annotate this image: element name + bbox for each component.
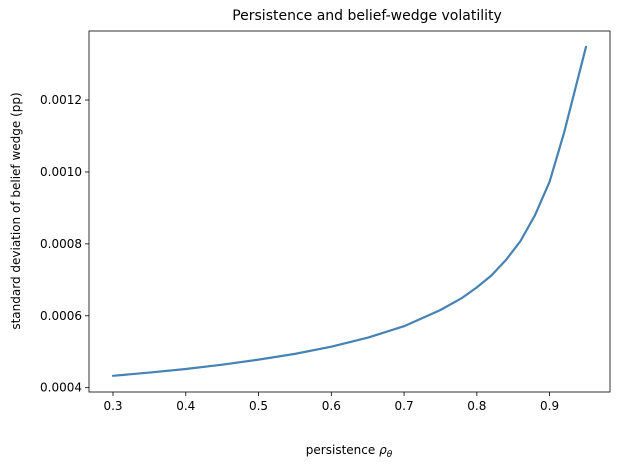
x-axis-label: persistence ρθ	[306, 443, 393, 460]
x-axis: 0.3 0.4 0.5 0.6 0.7 0.8 0.9	[103, 392, 559, 413]
y-tick-label: 0.0010	[40, 165, 82, 179]
y-tick-label: 0.0008	[40, 237, 82, 251]
x-tick-label: 0.8	[467, 399, 486, 413]
x-tick-label: 0.5	[249, 399, 268, 413]
y-tick-label: 0.0004	[40, 381, 82, 395]
plot-frame	[88, 30, 611, 393]
x-tick-label: 0.9	[540, 399, 559, 413]
x-tick-label: 0.4	[176, 399, 195, 413]
chart-title: Persistence and belief-wedge volatility	[232, 8, 502, 24]
x-axis-label-subscript: θ	[387, 450, 393, 460]
y-axis: 0.0004 0.0006 0.0008 0.0010 0.0012	[40, 93, 89, 395]
x-axis-label-symbol: ρ	[379, 443, 387, 457]
x-tick-label: 0.7	[395, 399, 414, 413]
x-axis-label-text: persistence	[306, 443, 379, 457]
y-axis-label: standard deviation of belief wedge (pp)	[9, 92, 23, 329]
y-tick-label: 0.0012	[40, 93, 82, 107]
series-line	[111, 45, 588, 377]
x-tick-label: 0.6	[322, 399, 341, 413]
y-tick-label: 0.0006	[40, 309, 82, 323]
x-tick-label: 0.3	[103, 399, 122, 413]
